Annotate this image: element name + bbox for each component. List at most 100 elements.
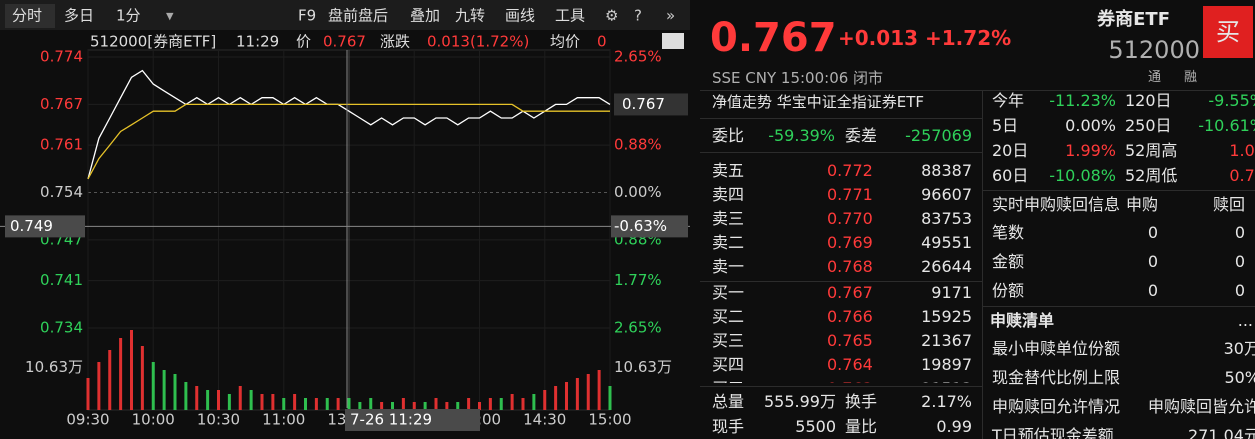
buy-button[interactable] [1203, 6, 1253, 58]
x-tick-label: 14:30 [523, 411, 566, 429]
volume-bar [97, 362, 101, 410]
volume-bar [151, 362, 155, 410]
avg-line [87, 103, 610, 180]
level-volume: 49551 [921, 233, 972, 252]
buy-label[interactable]: 买 [1216, 18, 1240, 46]
text: 2.17% [921, 392, 972, 411]
level-label: 卖四 [712, 185, 745, 204]
level-price: 0.770 [827, 209, 873, 228]
separator [700, 90, 1255, 91]
help-icon[interactable]: ? [634, 7, 642, 25]
code: 512000 [1108, 36, 1200, 64]
text: 0 [1234, 223, 1245, 242]
volume-bar [86, 378, 90, 410]
level-volume: 9171 [931, 283, 972, 302]
volume-bar [488, 398, 492, 410]
tool[interactable]: 九转 [455, 7, 485, 25]
text: 250日 [1125, 116, 1172, 135]
vol-tick-label-right: 10.63万 [614, 358, 672, 376]
change-pct: +1.72% [925, 26, 1012, 50]
volume-bar [347, 398, 351, 410]
x-tick-label: 11:00 [262, 411, 305, 429]
volume-bar [510, 394, 514, 410]
volume-bar [401, 398, 405, 410]
info-price: 0.767 [323, 33, 366, 51]
volume-bar [184, 382, 188, 410]
volume-bar [565, 382, 568, 410]
info-change: 0.013(1.72%) [427, 33, 529, 51]
level-label: 买四 [712, 355, 745, 374]
volume-bar [412, 402, 416, 410]
summary-bg [700, 383, 982, 439]
text: 现金替代比例上限 [992, 368, 1121, 387]
tool[interactable]: 叠加 [410, 7, 440, 25]
nav[interactable]: 净值走势 华宝中证全指证券ETF [712, 93, 925, 111]
crosshair-time-box [345, 409, 480, 431]
expand-icon[interactable]: » [666, 7, 675, 25]
text: 申购赎回允许情况 [992, 397, 1121, 416]
level-price: 0.768 [827, 257, 873, 276]
separator [983, 306, 1255, 307]
toolbar [0, 0, 690, 30]
volume-bar [238, 386, 242, 410]
text: -10.61% [1198, 116, 1255, 135]
text[interactable]: ... [1237, 311, 1253, 330]
last-price-label: 0.767 [622, 95, 665, 113]
level-price: 0.767 [827, 283, 873, 302]
level-volume: 15925 [921, 307, 972, 326]
level-volume: 96607 [921, 185, 972, 204]
volume-bar [532, 394, 536, 410]
text: 0 [1234, 281, 1245, 300]
right-panel: 0.767 +0.013 +1.72% 券商ETF 512000 买 SSE CNY 15:… [700, 0, 1255, 439]
text: 20日 [992, 141, 1029, 160]
tab[interactable]: 1分 [116, 7, 141, 25]
volume-bar [304, 398, 307, 410]
volume-bar [314, 398, 318, 410]
tool[interactable]: 盘前盘后 [328, 7, 388, 25]
volume-bar [217, 390, 220, 410]
text: 笔数 [992, 223, 1025, 242]
text: 申购赎回皆允许 [1147, 397, 1255, 416]
x-tick-label: 15:00 [588, 411, 631, 429]
volume-bar [478, 402, 481, 410]
chart: ⚙ ? » 分时 多日 1分 ▾ F9 盘前盘后 叠加 九转 画线 工具 512000[券商ETF]… [0, 0, 690, 431]
tab[interactable]: 多日 [64, 7, 94, 25]
level-volume: 83753 [921, 209, 972, 228]
tab[interactable]: 分时 [12, 7, 42, 25]
tool[interactable]: 画线 [505, 7, 535, 25]
last-price-box [614, 93, 688, 116]
y-pct-label: 2.65% [614, 319, 662, 337]
text: 今年 [992, 91, 1025, 110]
tool[interactable]: F9 [298, 7, 316, 25]
text: -59.39% [768, 126, 835, 145]
text: 1.07 [1229, 141, 1255, 160]
volume-bar [369, 398, 373, 410]
volume-bar [271, 394, 275, 410]
crosshair-time-label: 7-26 11:29 [350, 411, 432, 429]
crosshair-pct-box [611, 215, 688, 238]
volume-bar [282, 398, 286, 410]
active-tab [5, 4, 55, 28]
level-volume: 26644 [921, 257, 972, 276]
separator [700, 118, 982, 119]
level-price: 0.765 [827, 331, 873, 350]
level-price: 0.764 [827, 355, 873, 374]
volume-bar [586, 374, 590, 410]
text: -9.55% [1208, 91, 1255, 110]
volume-bar [434, 398, 438, 410]
level-label: 卖五 [712, 161, 745, 180]
volume-bar [195, 386, 199, 410]
x-tick-label: 10:30 [197, 411, 240, 429]
level-volume: 21367 [921, 331, 972, 350]
y-tick-label: 0.741 [40, 271, 83, 289]
info-price_label: 价 [296, 33, 311, 51]
wp-icon[interactable] [662, 33, 684, 49]
separator [700, 281, 982, 282]
icon[interactable]: 通 [1148, 70, 1162, 85]
info-time: 11:29 [236, 33, 279, 51]
settings-icon[interactable]: ⚙ [605, 7, 618, 25]
tool[interactable]: 工具 [555, 7, 585, 25]
icon[interactable]: 融 [1184, 70, 1198, 85]
text: 赎回 [1212, 195, 1245, 214]
